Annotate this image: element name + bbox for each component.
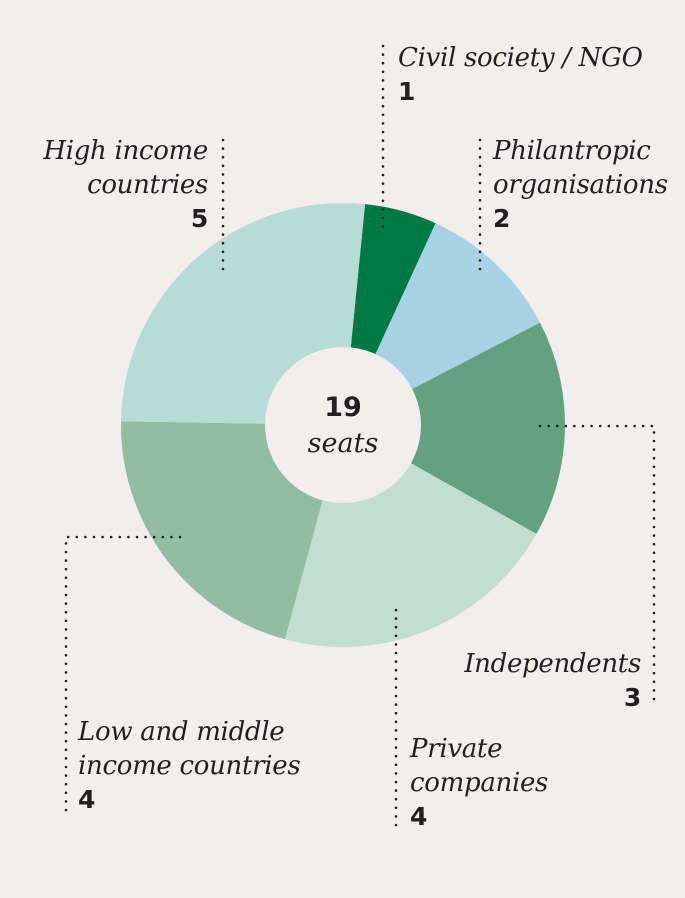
label-phil-line2: organisations — [493, 170, 668, 200]
label-indep-value: 3 — [623, 683, 641, 712]
label-phil-line1: Philantropic — [493, 136, 651, 166]
label-civil-text: Civil society / NGO — [398, 43, 643, 73]
total-seats-unit: seats — [307, 428, 379, 459]
label-high-value: 5 — [190, 204, 208, 233]
label-indep-text: Independents — [464, 649, 641, 679]
label-low-line2: income countries — [78, 751, 301, 781]
label-civil-value: 1 — [398, 77, 416, 106]
label-high-income: High income countries 5 — [0, 134, 208, 236]
label-high-line1: High income — [43, 136, 208, 166]
label-private-companies: Private companies 4 — [410, 732, 548, 834]
label-independents: Independents 3 — [381, 647, 641, 715]
label-phil-value: 2 — [493, 204, 511, 233]
label-low-line1: Low and middle — [78, 717, 285, 747]
label-private-line1: Private — [410, 734, 503, 764]
label-philantropic: Philantropic organisations 2 — [493, 134, 668, 236]
slice-independents — [343, 322, 565, 534]
label-private-value: 4 — [410, 802, 428, 831]
label-low-middle-income: Low and middle income countries 4 — [78, 715, 301, 817]
label-civil-society: Civil society / NGO 1 — [398, 41, 643, 109]
leader-lines — [64, 44, 656, 832]
label-private-line2: companies — [410, 768, 549, 798]
label-low-value: 4 — [78, 785, 96, 814]
donut-hole — [265, 347, 421, 503]
label-high-line2: countries — [87, 170, 208, 200]
total-seats-value: 19 — [324, 392, 362, 423]
